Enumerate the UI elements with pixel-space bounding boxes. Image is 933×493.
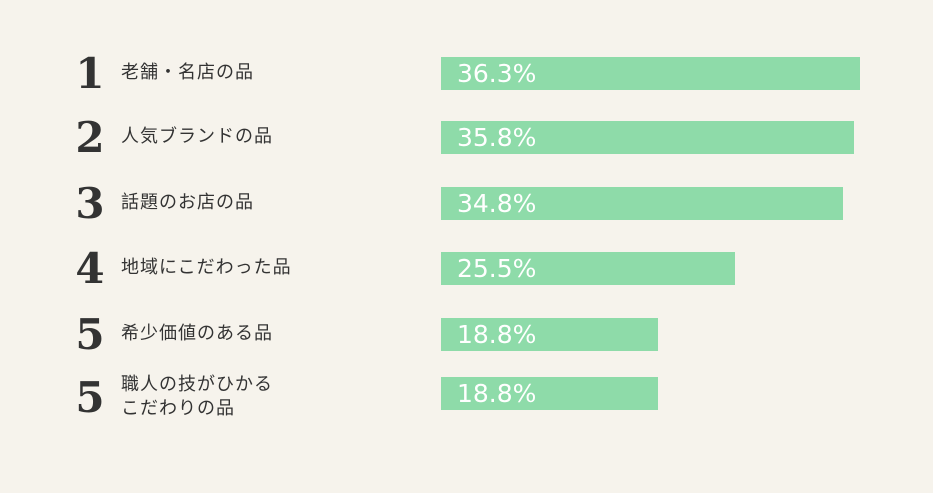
value-label: 25.5% <box>457 254 537 283</box>
value-label: 36.3% <box>457 59 537 88</box>
category-label: 地域にこだわった品 <box>121 257 292 278</box>
category-label: 話題のお店の品 <box>121 192 254 213</box>
chart-row: 4 地域にこだわった品 25.5% <box>0 238 933 298</box>
bar: 18.8% <box>441 318 658 351</box>
chart-row: 5 希少価値のある品 18.8% <box>0 304 933 364</box>
value-label: 35.8% <box>457 123 537 152</box>
rank-number: 1 <box>75 48 105 98</box>
category-label: 希少価値のある品 <box>121 323 273 344</box>
bar: 18.8% <box>441 377 658 410</box>
value-label: 18.8% <box>457 379 537 408</box>
chart-row: 1 老舗・名店の品 36.3% <box>0 43 933 103</box>
bar: 34.8% <box>441 187 843 220</box>
category-label: 職人の技がひかる こだわりの品 <box>121 374 273 419</box>
bar: 25.5% <box>441 252 735 285</box>
rank-number: 5 <box>75 372 105 422</box>
rank-number: 3 <box>75 178 105 228</box>
bar: 36.3% <box>441 57 860 90</box>
value-label: 18.8% <box>457 320 537 349</box>
rank-number: 2 <box>75 112 105 162</box>
category-label: 老舗・名店の品 <box>121 62 254 83</box>
chart-row: 3 話題のお店の品 34.8% <box>0 173 933 233</box>
value-label: 34.8% <box>457 189 537 218</box>
chart-row: 5 職人の技がひかる こだわりの品 18.8% <box>0 367 933 427</box>
category-label: 人気ブランドの品 <box>121 126 273 147</box>
bar: 35.8% <box>441 121 854 154</box>
rank-number: 5 <box>75 309 105 359</box>
chart-row: 2 人気ブランドの品 35.8% <box>0 107 933 167</box>
rank-number: 4 <box>75 243 105 293</box>
